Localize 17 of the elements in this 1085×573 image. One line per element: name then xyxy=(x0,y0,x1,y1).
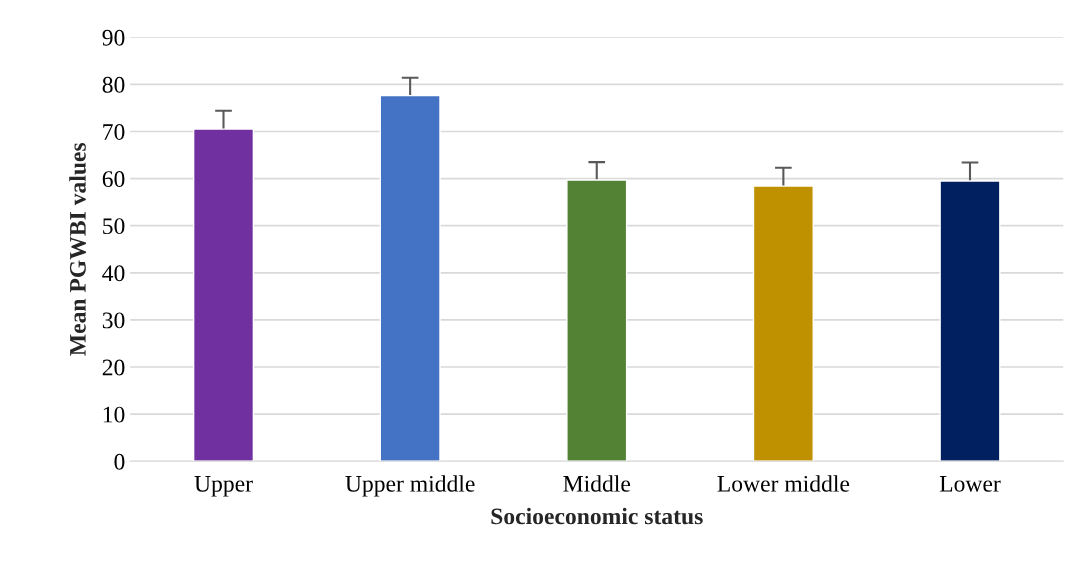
y-tick-label: 40 xyxy=(102,265,125,282)
y-tick-label: 0 xyxy=(114,453,125,470)
y-tick-label: 70 xyxy=(103,123,125,140)
y-tick-label: 90 xyxy=(102,29,125,46)
x-tick-label: Upper middle xyxy=(345,475,475,497)
x-tick-label: Lower middle xyxy=(717,475,850,492)
y-tick-label: 80 xyxy=(102,76,125,93)
x-tick-label: Lower xyxy=(939,476,1001,492)
x-tick-label: Middle xyxy=(563,475,631,492)
y-tick-label: 10 xyxy=(103,406,125,423)
y-tick-label: 50 xyxy=(103,218,125,235)
y-tick-label: 30 xyxy=(102,312,125,329)
y-tick-label: 20 xyxy=(102,359,125,376)
y-axis-title: Mean PGWBI values xyxy=(69,142,86,356)
y-tick-label: 60 xyxy=(102,171,125,188)
x-tick-label: Upper xyxy=(194,476,253,497)
x-axis-title: Socioeconomic status xyxy=(491,507,703,525)
